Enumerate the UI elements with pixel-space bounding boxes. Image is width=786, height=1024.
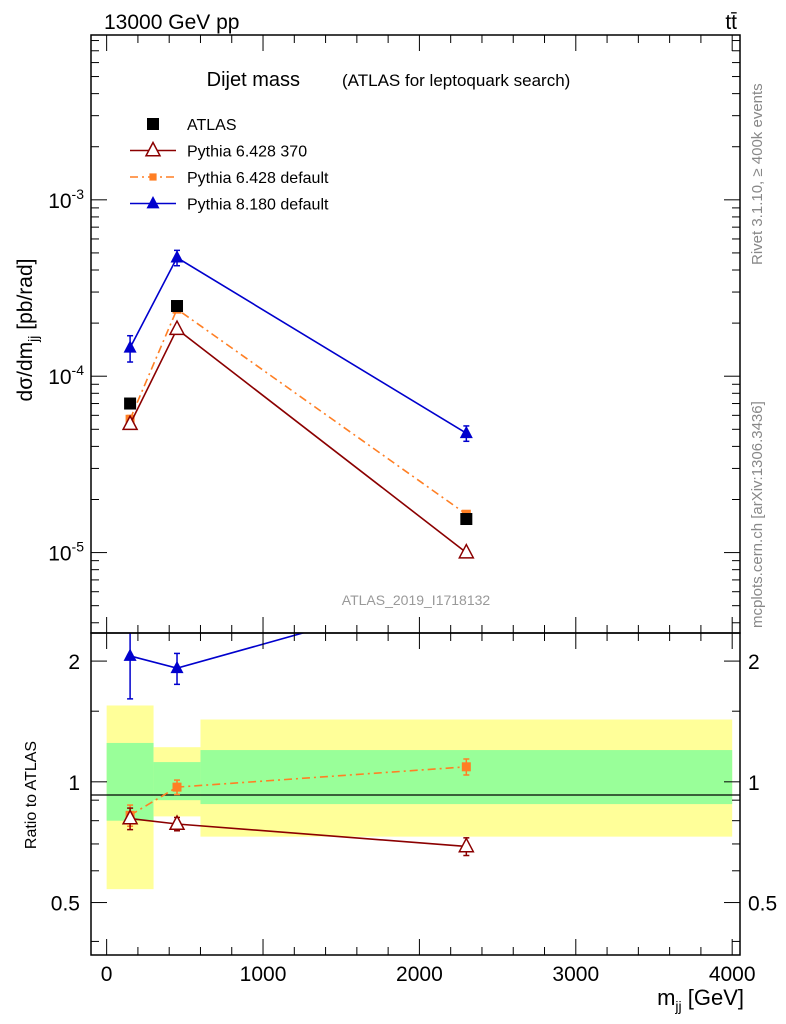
data-point xyxy=(460,513,473,526)
data-point xyxy=(124,397,137,410)
main-ticks: 10-5 10-4 10-3 xyxy=(48,35,740,633)
x-tick-label: 2000 xyxy=(396,963,443,986)
data-point xyxy=(459,425,473,439)
main-series xyxy=(121,249,475,559)
analysis-watermark: ATLAS_2019_I1718132 xyxy=(342,592,491,608)
legend-marker xyxy=(144,140,162,157)
ratio-y-tick-label-right: 2 xyxy=(748,651,760,674)
series-line xyxy=(129,327,467,554)
legend: ATLAS Pythia 6.428 370 Pythia 6.428 defaul… xyxy=(130,117,329,214)
y-axis-label: dσ/dmjj [pb/rad] xyxy=(14,259,41,402)
x-tick-label: 3000 xyxy=(552,963,599,986)
ratio-bands xyxy=(106,705,733,890)
legend-label: ATLAS xyxy=(187,117,237,134)
ratio-panel: 0.5 0.5 1 1 2 2 0 1000 2000 3000 4000 Ratio to ATL… xyxy=(23,632,777,1014)
ratio-point xyxy=(123,648,137,661)
legend-marker xyxy=(146,196,160,209)
x-tick-label: 1000 xyxy=(240,963,287,986)
ratio-frame xyxy=(90,632,741,956)
legend-label: Pythia 8.180 default xyxy=(187,197,329,214)
y-tick-label: 10-3 xyxy=(48,186,84,213)
rivet-label: Rivet 3.1.10, ≥ 400k events xyxy=(749,83,766,265)
ratio-y-tick-label: 1 xyxy=(68,772,80,795)
ratio-y-label: Ratio to ATLAS xyxy=(23,741,40,849)
legend-marker xyxy=(149,173,157,181)
mcplots-label: mcplots.cern.ch [arXiv:1306.3436] xyxy=(749,401,766,628)
uncertainty-band-green xyxy=(200,750,733,805)
ratio-point xyxy=(121,808,139,825)
y-tick-label: 10-4 xyxy=(48,362,84,389)
legend-label: Pythia 6.428 default xyxy=(187,170,329,187)
data-point xyxy=(170,250,184,263)
ratio-series-group xyxy=(121,807,475,857)
data-point xyxy=(121,414,139,431)
main-panel: Dijet mass (ATLAS for leptoquark search)… xyxy=(14,34,741,634)
x-axis-label: mjj [GeV] xyxy=(657,985,744,1014)
x-tick-label: 0 xyxy=(101,963,113,986)
ratio-line xyxy=(129,633,306,670)
data-point xyxy=(458,542,475,559)
y-tick-label: 10-5 xyxy=(48,539,84,566)
ratio-series xyxy=(121,633,475,857)
x-tick-label: 4000 xyxy=(709,963,756,986)
ratio-point xyxy=(172,782,182,792)
series-line xyxy=(129,307,467,515)
legend-label: Pythia 6.428 370 xyxy=(187,144,307,161)
data-point xyxy=(168,319,186,336)
ratio-ticks: 0.5 0.5 1 1 2 2 0 1000 2000 3000 4000 xyxy=(51,633,777,986)
data-point xyxy=(123,340,137,353)
ratio-point xyxy=(170,660,184,674)
chart-subtitle: (ATLAS for leptoquark search) xyxy=(342,71,570,90)
ratio-point xyxy=(168,814,186,830)
ratio-y-tick-label: 2 xyxy=(68,651,80,674)
chart-title: Dijet mass xyxy=(207,69,300,91)
header-left: 13000 GeV pp xyxy=(104,11,239,34)
ratio-point xyxy=(461,762,471,772)
legend-marker xyxy=(147,118,159,130)
ratio-y-tick-label: 0.5 xyxy=(51,893,80,916)
series-line xyxy=(129,256,467,434)
header-right: tt̄ xyxy=(725,11,737,34)
data-point xyxy=(171,300,184,313)
ratio-y-tick-label-right: 0.5 xyxy=(748,893,777,916)
ratio-point xyxy=(458,836,475,853)
ratio-series-group xyxy=(123,633,306,700)
ratio-y-tick-label-right: 1 xyxy=(748,772,760,795)
